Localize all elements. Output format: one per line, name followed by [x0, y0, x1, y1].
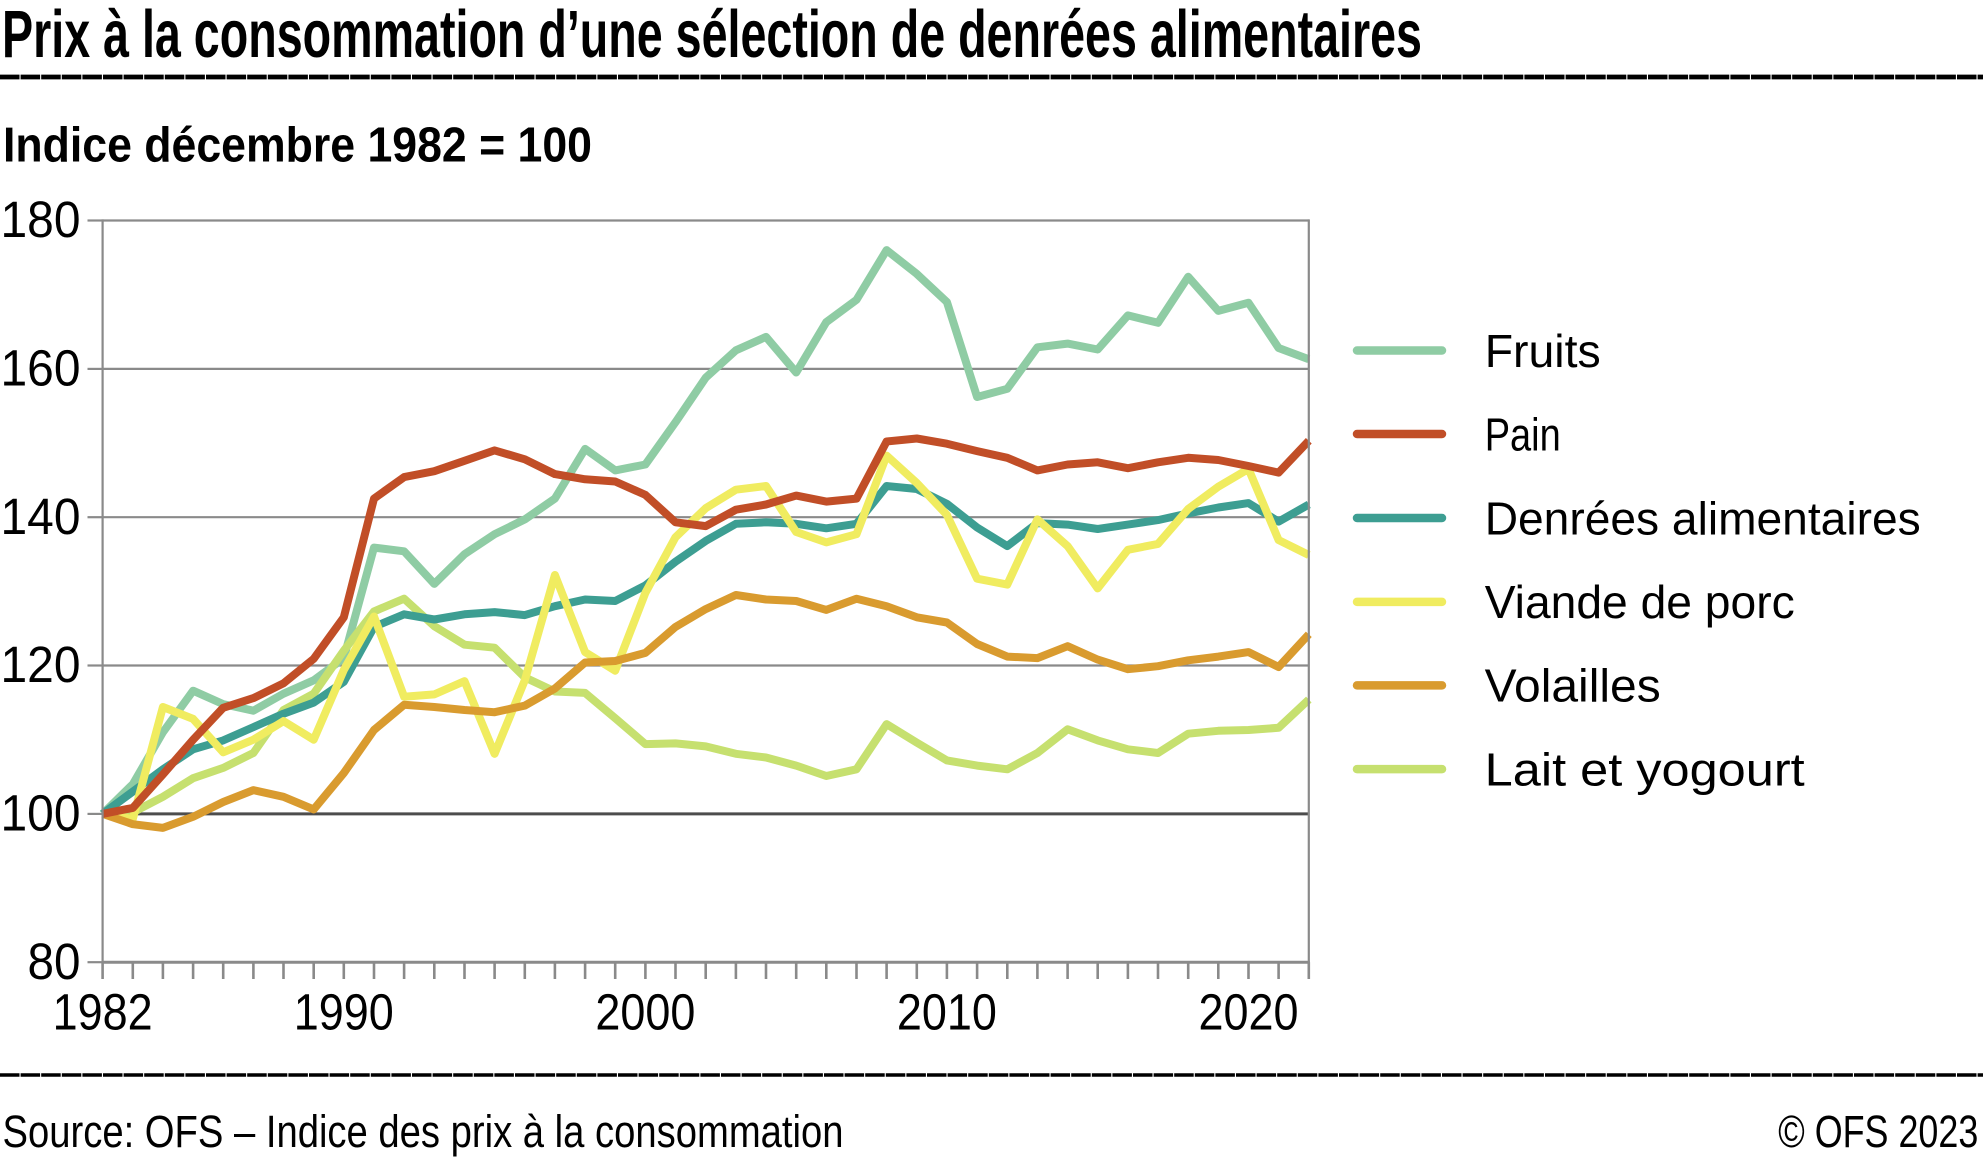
svg-text:2010: 2010 [897, 984, 997, 1041]
svg-text:120: 120 [1, 636, 81, 693]
svg-text:Source: OFS – Indice des prix: Source: OFS – Indice des prix à la conso… [3, 1106, 844, 1157]
svg-text:1990: 1990 [294, 984, 394, 1041]
svg-text:80: 80 [28, 933, 81, 990]
svg-text:1982: 1982 [53, 984, 153, 1041]
svg-text:Pain: Pain [1485, 408, 1561, 460]
svg-text:100: 100 [1, 785, 81, 842]
svg-text:Prix à la consommation d’une s: Prix à la consommation d’une sélection d… [2, 0, 1422, 72]
svg-text:Fruits: Fruits [1485, 325, 1601, 377]
svg-text:140: 140 [1, 488, 81, 545]
svg-text:© OFS 2023: © OFS 2023 [1778, 1106, 1978, 1157]
svg-text:Viande de porc: Viande de porc [1485, 576, 1795, 628]
svg-text:Volailles: Volailles [1485, 660, 1661, 712]
svg-text:160: 160 [1, 340, 81, 397]
svg-text:Denrées alimentaires: Denrées alimentaires [1485, 492, 1921, 544]
svg-text:2000: 2000 [595, 984, 695, 1041]
svg-text:2020: 2020 [1199, 984, 1299, 1041]
svg-text:Lait et yogourt: Lait et yogourt [1485, 743, 1805, 795]
svg-text:Indice décembre 1982 = 100: Indice décembre 1982 = 100 [3, 119, 592, 173]
svg-text:180: 180 [1, 191, 81, 248]
